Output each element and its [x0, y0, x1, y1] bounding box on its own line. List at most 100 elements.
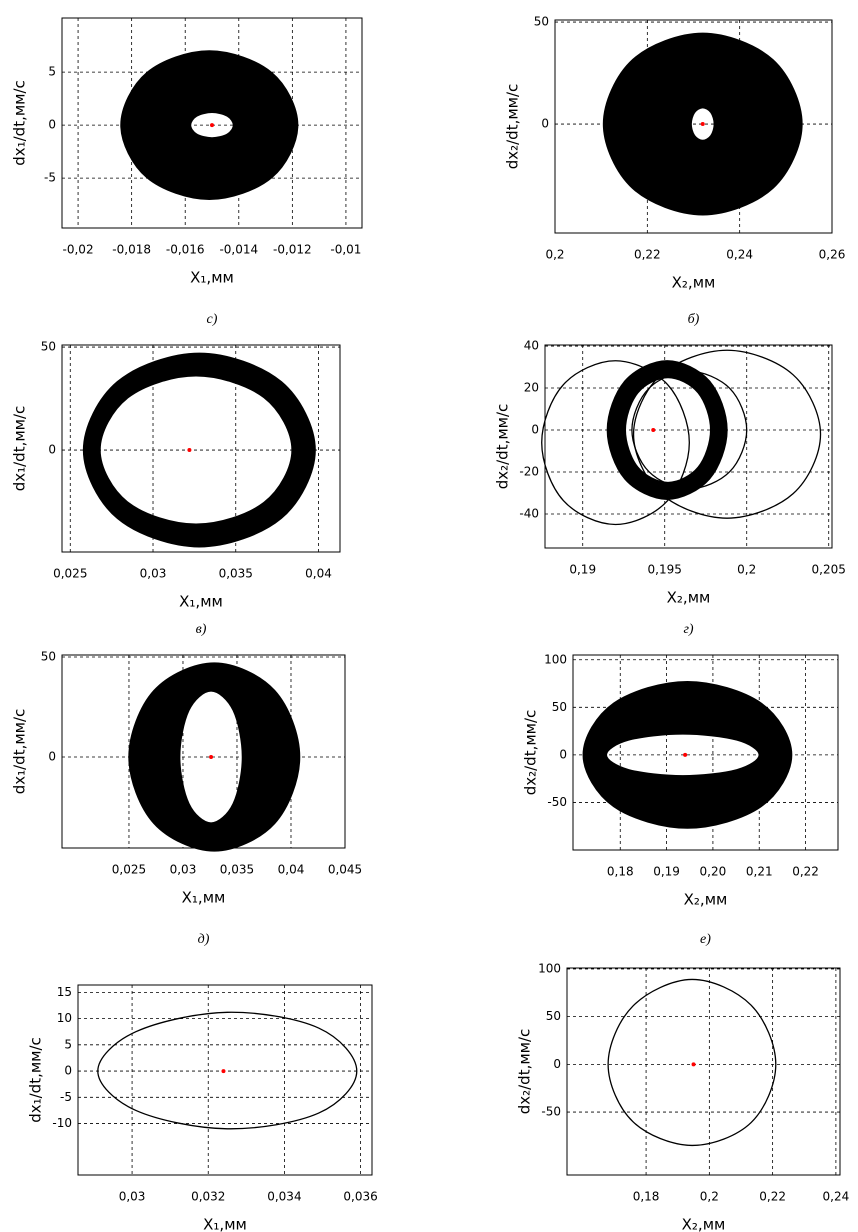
trajectory: [631, 370, 748, 490]
equilibrium-point: [683, 752, 688, 757]
trajectory: [624, 376, 712, 484]
trajectory-band: [128, 663, 300, 851]
y-axis-label: dx₁/dt,мм/с: [11, 406, 29, 492]
equilibrium-point: [209, 755, 214, 759]
y-tick-label: 50: [552, 700, 567, 714]
trajectory: [189, 111, 235, 139]
phase-portrait: 0,18 0,19 0,20 0,21 0,22 -50 0 50 100 X₂,мм dx₂/dt…: [522, 652, 839, 947]
y-tick-label: 0: [541, 117, 549, 131]
y-tick-label: 0: [531, 423, 539, 437]
equilibrium-point: [651, 428, 656, 433]
phase-portrait: 0,03 0,032 0,034 0,036 -10 -5 0 5 10 15 X₁,мм dx₁/d…: [27, 984, 378, 1232]
x-tick-label: 0,034: [267, 1190, 301, 1204]
equilibrium-point: [210, 123, 214, 128]
caption: г): [683, 622, 693, 637]
y-tick-label: 0: [64, 1064, 72, 1078]
y-tick-label: 40: [524, 339, 539, 353]
phase-portrait: 0,2 0,22 0,24 0,26 0 50 X₂,мм dx₂/dt,мм/с б): [504, 15, 846, 328]
y-tick-label: 10: [57, 1011, 72, 1025]
y-tick-label: -5: [60, 1090, 72, 1104]
trajectory: [541, 360, 690, 526]
plot-frame: [61, 654, 346, 849]
x-axis-label: X₁,мм: [179, 593, 223, 611]
x-tick-label: 0,20: [700, 865, 727, 879]
x-tick-label: 0,22: [792, 865, 819, 879]
x-tick-label: 0,035: [219, 567, 253, 581]
trajectory: [128, 662, 301, 852]
equilibrium-point: [187, 448, 192, 453]
x-tick-label: 0,205: [812, 563, 846, 577]
x-tick-label: 0,036: [343, 1190, 377, 1204]
y-tick-label: 5: [64, 1037, 72, 1051]
phase-portrait: 0,025 0,03 0,035 0,04 0 50 X₁,мм dx₁/dt,мм/с в): [11, 340, 341, 637]
y-tick-label: -50: [541, 1105, 561, 1119]
plot-frame: [544, 344, 833, 549]
trajectory: [690, 107, 715, 142]
trajectory: [602, 32, 803, 216]
y-tick-label: 100: [544, 652, 567, 666]
plot-frame: [566, 967, 841, 1176]
x-axis-label: X₁,мм: [182, 889, 226, 907]
y-tick-label: 20: [524, 381, 539, 395]
trajectory: [82, 352, 316, 548]
x-tick-label: 0,24: [823, 1190, 850, 1204]
x-tick-label: -0,018: [112, 243, 151, 257]
x-axis-label: X₂,мм: [682, 1216, 726, 1232]
y-tick-label: 0: [559, 747, 567, 761]
x-tick-label: 0,2: [545, 248, 564, 262]
y-tick-label: 100: [538, 961, 561, 975]
x-tick-label: 0,2: [700, 1190, 719, 1204]
y-tick-label: 15: [57, 985, 72, 999]
y-tick-label: 0: [48, 443, 56, 457]
plot-area: [78, 985, 372, 1175]
trajectory: [605, 733, 760, 777]
x-tick-label: 0,03: [170, 863, 197, 877]
y-axis-label: dx₁/dt,мм/с: [11, 709, 29, 795]
y-tick-label: -20: [519, 465, 539, 479]
trajectory-band: [603, 33, 802, 215]
trajectory: [97, 1011, 358, 1130]
plot-area: [567, 968, 840, 1175]
y-tick-label: -50: [547, 795, 567, 809]
trajectory: [607, 978, 777, 1147]
phase-portrait: 0,025 0,03 0,035 0,04 0,045 0 50 X₁,мм dx₁/dt,мм…: [11, 650, 363, 948]
x-tick-label: -0,012: [273, 243, 312, 257]
plot-frame: [77, 984, 373, 1176]
x-tick-label: 0,195: [648, 563, 682, 577]
x-tick-label: 0,19: [569, 563, 596, 577]
x-tick-label: 0,035: [220, 863, 254, 877]
x-tick-label: 0,03: [140, 567, 167, 581]
x-tick-label: 0,22: [759, 1190, 786, 1204]
equilibrium-point: [691, 1062, 696, 1067]
y-tick-label: -10: [52, 1116, 72, 1130]
x-tick-label: 0,025: [112, 863, 146, 877]
y-axis-label: dx₂/dt,мм/с: [516, 1029, 534, 1115]
trajectory: [99, 375, 293, 525]
x-tick-label: 0,032: [191, 1190, 225, 1204]
x-tick-label: 0,04: [305, 567, 332, 581]
trajectory: [632, 349, 822, 519]
y-tick-label: 0: [48, 118, 56, 132]
x-tick-label: 0,18: [633, 1190, 660, 1204]
x-tick-label: -0,01: [330, 243, 361, 257]
phase-portrait: 0,18 0,2 0,22 0,24 -50 0 50 100 X₂,мм dx₂/dt,мм/с: [516, 961, 850, 1232]
x-axis-label: X₂,мм: [672, 274, 716, 292]
caption: в): [196, 622, 207, 637]
phase-portrait: -0,02 -0,018 -0,016 -0,014 -0,012 -0,01 -5 0 5 X₁…: [11, 17, 363, 327]
y-axis-label: dx₂/dt,мм/с: [522, 710, 540, 796]
y-tick-label: 50: [41, 650, 56, 664]
x-tick-label: 0,025: [53, 567, 87, 581]
caption: c): [207, 312, 218, 327]
y-tick-label: -40: [519, 506, 539, 520]
trajectory-band: [120, 50, 298, 200]
x-axis-label: X₁,мм: [190, 269, 234, 287]
y-axis-label: dx₁/dt,мм/с: [27, 1037, 45, 1123]
trajectory-band: [583, 681, 792, 829]
y-axis-label: dx₁/dt,мм/с: [11, 80, 29, 166]
x-tick-label: 0,26: [819, 248, 846, 262]
x-tick-label: 0,21: [746, 865, 773, 879]
caption: е): [700, 932, 711, 947]
x-tick-label: 0,19: [653, 865, 680, 879]
y-axis-label: dx₂/dt,мм/с: [494, 404, 512, 490]
caption: д): [198, 932, 210, 947]
